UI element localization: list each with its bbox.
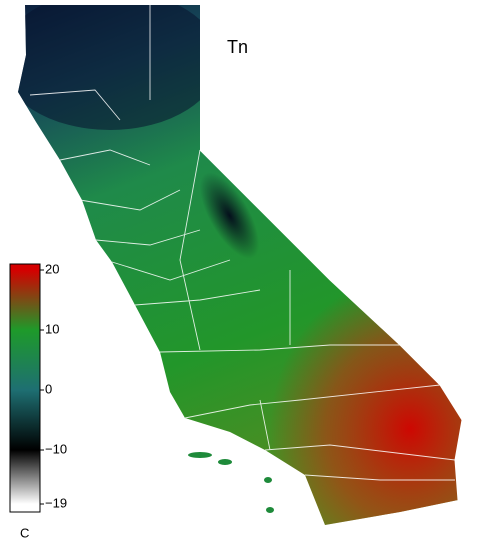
colorbar-unit: C	[20, 525, 29, 540]
colorbar-tick-label: 20	[45, 261, 59, 276]
islands	[188, 452, 274, 513]
colorbar-tick-label: −10	[45, 441, 67, 456]
colorbar-tick-label: −19	[45, 495, 67, 510]
state-border	[199, 149, 463, 501]
colorbar: 20 10 0 −10 −19	[9, 261, 67, 513]
colorbar-tick-label: 0	[45, 381, 52, 396]
colorbar-ramp	[9, 263, 41, 513]
map-title: Tn	[227, 37, 248, 57]
colorbar-tick-label: 10	[45, 321, 59, 336]
